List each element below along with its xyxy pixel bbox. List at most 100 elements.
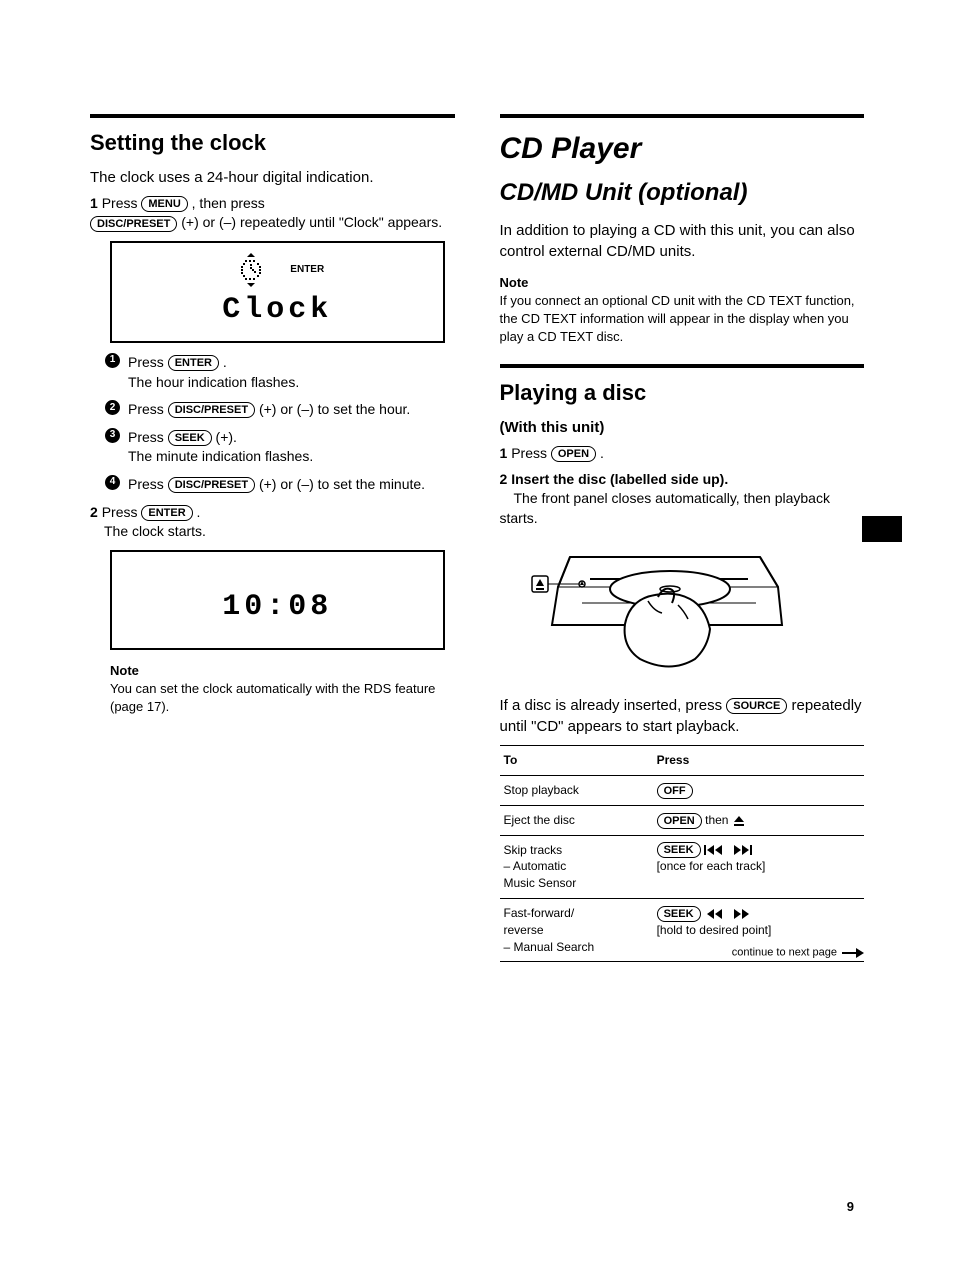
heading-playing: Playing a disc xyxy=(500,378,865,409)
row2-press: OPEN then xyxy=(653,805,864,835)
substep-badge-2: 2 xyxy=(105,400,120,415)
sub1-b: . xyxy=(223,354,227,370)
sub1-a: Press xyxy=(128,354,168,370)
arrow-right-icon xyxy=(842,947,864,959)
th-press: Press xyxy=(653,746,864,776)
right-sub1: In addition to playing a CD with this un… xyxy=(500,220,865,262)
table-row: Skip tracks – Automatic Music Sensor SEE… xyxy=(500,835,865,898)
row3-suffix: [once for each track] xyxy=(657,859,766,873)
right-column: CD Player CD/MD Unit (optional) In addit… xyxy=(500,110,865,962)
below-diagram: If a disc is already inserted, press SOU… xyxy=(500,695,865,737)
step-2: 2 Press ENTER . The clock starts. xyxy=(90,503,455,542)
table-row: Eject the disc OPEN then xyxy=(500,805,865,835)
open-button: OPEN xyxy=(551,446,596,462)
sub1-after: The hour indication flashes. xyxy=(128,374,299,390)
right-step-1: 1 Press OPEN . xyxy=(500,444,865,464)
step1-a: Press xyxy=(102,195,142,211)
page-edge-tab xyxy=(862,516,902,542)
substep-badge-3: 3 xyxy=(105,428,120,443)
right-note1-text: If you connect an optional CD unit with … xyxy=(500,292,865,347)
rewind-ff-icon xyxy=(704,908,754,920)
open-button-2: OPEN xyxy=(657,813,702,829)
heading-cd-player: CD Player xyxy=(500,128,865,170)
operations-table: To Press Stop playback OFF Eject the dis… xyxy=(500,745,865,962)
row1-to: Stop playback xyxy=(500,775,653,805)
left-column: Setting the clock The clock uses a 24-ho… xyxy=(90,110,455,962)
sub4-c: (–) to set the minute. xyxy=(297,476,425,492)
disc-preset-button-2: DISC/PRESET xyxy=(168,402,255,418)
lcd-time-value: 10:08 xyxy=(126,586,429,628)
row2-to: Eject the disc xyxy=(500,805,653,835)
row3-press: SEEK [once for each track] xyxy=(653,835,864,898)
substeps: 1 Press ENTER . The hour indication flas… xyxy=(105,353,455,495)
step-2-num: 2 xyxy=(90,504,98,520)
right-step-2: 2 Insert the disc (labelled side up). Th… xyxy=(500,470,865,529)
seek-button-3: SEEK xyxy=(657,906,701,922)
skip-prev-next-icon xyxy=(704,844,754,856)
disc-preset-button: DISC/PRESET xyxy=(90,216,177,232)
rstep2-b: The front panel closes automatically, th… xyxy=(500,490,830,526)
step1-c: (+) or (–) repeatedly until "Clock" appe… xyxy=(181,214,442,230)
lcd-enter-label: ENTER xyxy=(290,263,324,277)
source-button: SOURCE xyxy=(726,698,787,714)
heading-clock: Setting the clock xyxy=(90,128,455,159)
right-note1: Note If you connect an optional CD unit … xyxy=(500,274,865,347)
eject-icon xyxy=(732,814,746,828)
cd-insert-diagram xyxy=(530,539,865,680)
right-note1-label: Note xyxy=(500,274,865,292)
table-header-row: To Press xyxy=(500,746,865,776)
step1-b: , then press xyxy=(192,195,265,211)
sub4-b: (+) or xyxy=(259,476,293,492)
clock-lcd-display: ENTER Clock xyxy=(110,241,445,343)
rstep2-a: Insert the disc (labelled side up). xyxy=(511,471,728,487)
th-to: To xyxy=(500,746,653,776)
sub3-after: The minute indication flashes. xyxy=(128,448,313,464)
table-row: Stop playback OFF xyxy=(500,775,865,805)
row3-to: Skip tracks – Automatic Music Sensor xyxy=(500,835,653,898)
off-button: OFF xyxy=(657,783,693,799)
step2-a: Press xyxy=(102,504,142,520)
left-rule xyxy=(90,114,455,118)
sub3-b: (+). xyxy=(216,429,237,445)
row2-suffix: then xyxy=(705,813,728,827)
bd-a: If a disc is already inserted, press xyxy=(500,697,727,714)
intro-text: The clock uses a 24-hour digital indicat… xyxy=(90,167,455,188)
menu-button: MENU xyxy=(141,196,187,212)
substep-badge-4: 4 xyxy=(105,475,120,490)
row4-suffix: [hold to desired point] xyxy=(657,923,772,937)
enter-button: ENTER xyxy=(168,355,219,371)
time-lcd-display: 10:08 xyxy=(110,550,445,650)
row1-press: OFF xyxy=(653,775,864,805)
right-step-2-num: 2 xyxy=(500,471,508,487)
seek-button-1: SEEK xyxy=(168,430,212,446)
sub4-a: Press xyxy=(128,476,168,492)
left-note-text: You can set the clock automatically with… xyxy=(110,680,455,716)
right-step-1-num: 1 xyxy=(500,445,508,461)
subhead-withunit: (With this unit) xyxy=(500,417,865,438)
step2-b: . xyxy=(197,504,201,520)
sub2-c: (–) to set the hour. xyxy=(297,401,411,417)
row4-to: Fast-forward/ reverse – Manual Search xyxy=(500,898,653,961)
right-rule xyxy=(500,114,865,118)
disc-preset-button-3: DISC/PRESET xyxy=(168,477,255,493)
page-number: 9 xyxy=(847,1198,854,1216)
sub2-b: (+) or xyxy=(259,401,293,417)
rstep1-b: . xyxy=(600,445,604,461)
sub3-a: Press xyxy=(128,429,168,445)
continue-arrow: continue to next page xyxy=(732,940,864,965)
step-1: 1 Press MENU , then press DISC/PRESET (+… xyxy=(90,194,455,233)
continue-text: continue to next page xyxy=(732,946,837,958)
substep-badge-1: 1 xyxy=(105,353,120,368)
lcd-clock-word: Clock xyxy=(126,289,429,331)
left-note: Note You can set the clock automatically… xyxy=(110,662,455,717)
right-rule-2 xyxy=(500,364,865,368)
seek-button-2: SEEK xyxy=(657,842,701,858)
rstep1-a: Press xyxy=(511,445,551,461)
heading-cd-unit: CD/MD Unit (optional) xyxy=(500,176,865,210)
step2-after: The clock starts. xyxy=(104,523,206,539)
sub2-a: Press xyxy=(128,401,168,417)
step-1-num: 1 xyxy=(90,195,98,211)
clock-icon xyxy=(230,253,272,287)
enter-button-2: ENTER xyxy=(141,505,192,521)
left-note-label: Note xyxy=(110,662,455,680)
